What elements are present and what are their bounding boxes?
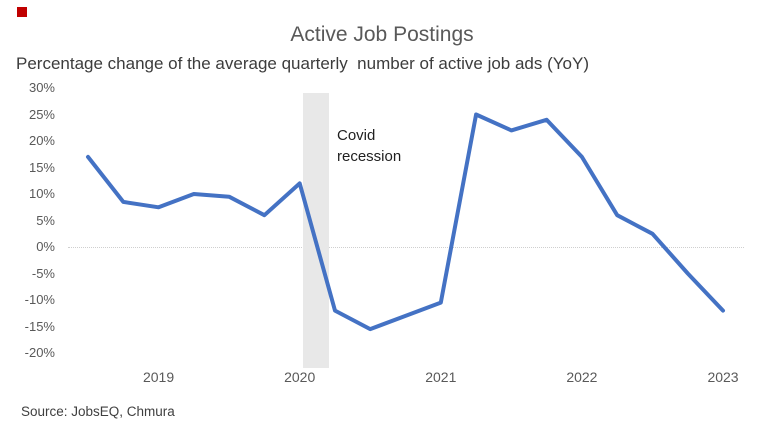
annotation-line-2: recession: [337, 148, 402, 165]
y-axis-tick-label: 20%: [28, 133, 55, 148]
y-axis-tick-label: 0%: [36, 239, 55, 254]
x-axis-tick-label: 2023: [707, 369, 739, 385]
y-axis-tick-label: -10%: [24, 292, 55, 307]
x-axis-tick-label: 2022: [566, 369, 598, 385]
x-axis-tick-label: 2021: [425, 369, 457, 385]
zero-gridline: [68, 247, 744, 248]
y-axis-tick-label: 25%: [28, 106, 55, 122]
covid-recession-band: [303, 93, 329, 368]
annotation-line-1: Covid: [337, 127, 376, 144]
x-axis-tick-label: 2020: [284, 369, 316, 385]
y-axis-tick-label: -15%: [24, 318, 55, 334]
y-axis-tick-label: -5%: [31, 265, 55, 281]
chart-title: Active Job Postings: [290, 23, 474, 46]
covid-recession-annotation: Covid recession: [337, 125, 401, 167]
source-note: Source: JobsEQ, Chmura: [21, 404, 175, 419]
chart-subtitle: Percentage change of the average quarter…: [16, 54, 590, 73]
y-axis-tick-label: 15%: [28, 159, 55, 175]
x-axis-tick-label: 2019: [142, 369, 175, 385]
y-axis-tick-label: 30%: [28, 80, 55, 95]
y-axis-tick-label: 10%: [28, 186, 55, 201]
yoy-line-path: [86, 112, 725, 332]
y-axis-tick-label: 5%: [36, 212, 55, 228]
y-axis-tick-label: -20%: [24, 345, 55, 360]
red-square-marker: [17, 7, 27, 17]
